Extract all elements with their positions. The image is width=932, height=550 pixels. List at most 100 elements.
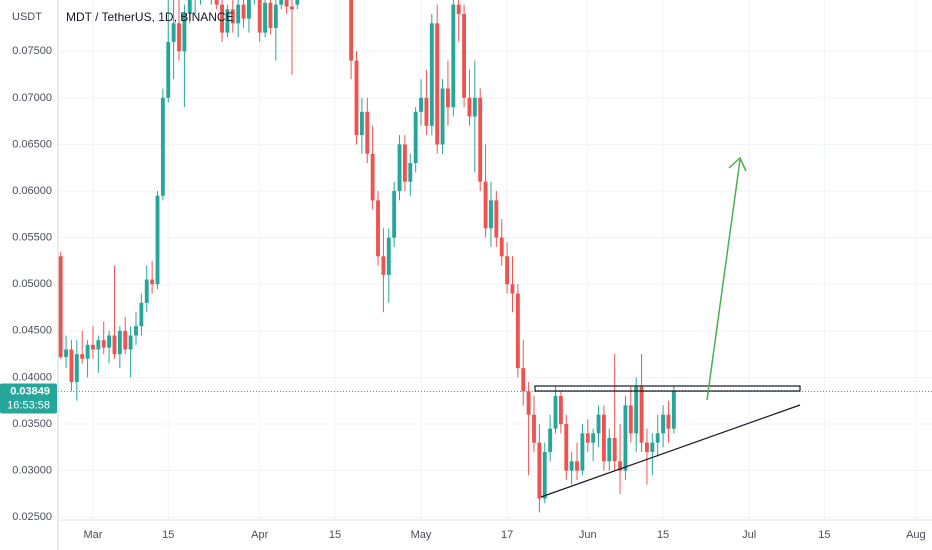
- y-tick-label: 0.05500: [12, 232, 52, 244]
- candle-body: [101, 340, 106, 348]
- candle-body: [661, 414, 666, 434]
- arrow-head: [728, 156, 747, 172]
- candle-body: [171, 23, 176, 42]
- candle-body: [236, 4, 241, 24]
- candle-body: [144, 279, 149, 303]
- candle-body: [446, 88, 450, 108]
- candle-body: [558, 396, 563, 425]
- candle-body: [177, 23, 181, 52]
- candle-body: [112, 335, 117, 355]
- candle-body: [521, 368, 526, 392]
- resistance-box: [534, 385, 801, 392]
- axes: 0.02500 0.03000 0.03500 0.04000 0.04500 0.050…: [0, 45, 926, 541]
- candle-body: [591, 433, 596, 443]
- candle-body: [575, 461, 579, 471]
- x-tick-label: 15: [818, 529, 830, 541]
- y-tick-label: 0.04000: [12, 371, 52, 383]
- candle-body: [526, 391, 531, 415]
- candle-body: [128, 335, 133, 350]
- candle-body: [386, 237, 391, 275]
- candle-body: [64, 349, 69, 357]
- candle-body: [69, 349, 74, 383]
- candle-body: [263, 2, 268, 33]
- candle-body: [623, 405, 628, 471]
- candles: [58, 0, 932, 513]
- x-tick-label: 15: [657, 529, 669, 541]
- y-tick-label: 0.03500: [12, 418, 52, 430]
- candle-body: [408, 163, 413, 182]
- candle-body: [671, 391, 676, 429]
- candle-body: [370, 153, 375, 201]
- candle-body: [160, 97, 165, 196]
- candle-body: [440, 88, 445, 145]
- candle-body: [645, 442, 649, 452]
- last-price-label: 0.03849: [10, 385, 50, 397]
- candle-body: [666, 414, 671, 429]
- candle-body: [456, 4, 461, 14]
- candle-body: [268, 2, 273, 28]
- candle-body: [284, 0, 289, 7]
- candle-body: [472, 97, 477, 117]
- candle-body: [451, 4, 456, 108]
- candle-body: [80, 354, 85, 359]
- candle-body: [117, 330, 122, 355]
- candle-body: [290, 6, 294, 10]
- y-axis-label: USDT: [12, 11, 42, 23]
- candle-body: [354, 60, 359, 136]
- candle-body: [91, 344, 95, 350]
- candle-body: [402, 144, 407, 182]
- x-tick-label: 15: [329, 529, 341, 541]
- candle-body: [58, 256, 63, 357]
- candle-body: [381, 256, 386, 275]
- candle-body: [220, 4, 224, 33]
- candle-body: [419, 97, 423, 112]
- candle-body: [187, 0, 192, 14]
- y-tick-label: 0.07000: [12, 92, 52, 104]
- arrow-shaft: [706, 159, 741, 401]
- candle-body: [107, 335, 112, 348]
- candle-body: [214, 0, 219, 5]
- candle-body: [295, 0, 300, 5]
- candle-body: [650, 442, 655, 452]
- candle-body: [612, 437, 617, 462]
- candle-body: [376, 200, 380, 257]
- y-tick-label: 0.02500: [12, 511, 52, 523]
- candle-body: [515, 293, 520, 369]
- candle-body: [155, 195, 160, 285]
- candle-body: [279, 0, 284, 5]
- candle-body: [634, 386, 639, 434]
- y-tick-label: 0.05000: [12, 278, 52, 290]
- y-tick-label: 0.06000: [12, 185, 52, 197]
- candle-body: [392, 191, 397, 238]
- candle-body: [96, 340, 101, 350]
- countdown-label: 16:53:58: [7, 399, 50, 411]
- candle-body: [429, 23, 434, 126]
- drawings: [534, 156, 801, 498]
- candle-body: [273, 4, 278, 28]
- candle-body: [462, 13, 467, 98]
- candle-body: [618, 461, 622, 471]
- candle-body: [553, 396, 558, 429]
- candle-body: [537, 442, 542, 499]
- candle-body: [182, 13, 187, 52]
- candle-body: [585, 433, 590, 443]
- y-tick-label: 0.04500: [12, 325, 52, 337]
- candle-body: [435, 23, 440, 145]
- trend-line: [540, 404, 801, 498]
- candle-body: [246, 0, 251, 19]
- y-tick-label: 0.06500: [12, 138, 52, 150]
- x-tick-label: Apr: [251, 529, 268, 541]
- candle-body: [499, 237, 504, 257]
- x-tick-label: Jun: [579, 529, 597, 541]
- candle-body: [134, 326, 138, 336]
- candle-body: [349, 0, 354, 61]
- candle-body: [139, 302, 144, 327]
- candle-body: [564, 424, 569, 471]
- candle-body: [542, 451, 547, 499]
- x-tick-label: Aug: [906, 529, 926, 541]
- candle-body: [241, 4, 246, 19]
- candle-body: [225, 9, 230, 33]
- candle-body: [569, 461, 574, 471]
- x-tick-label: 15: [162, 529, 174, 541]
